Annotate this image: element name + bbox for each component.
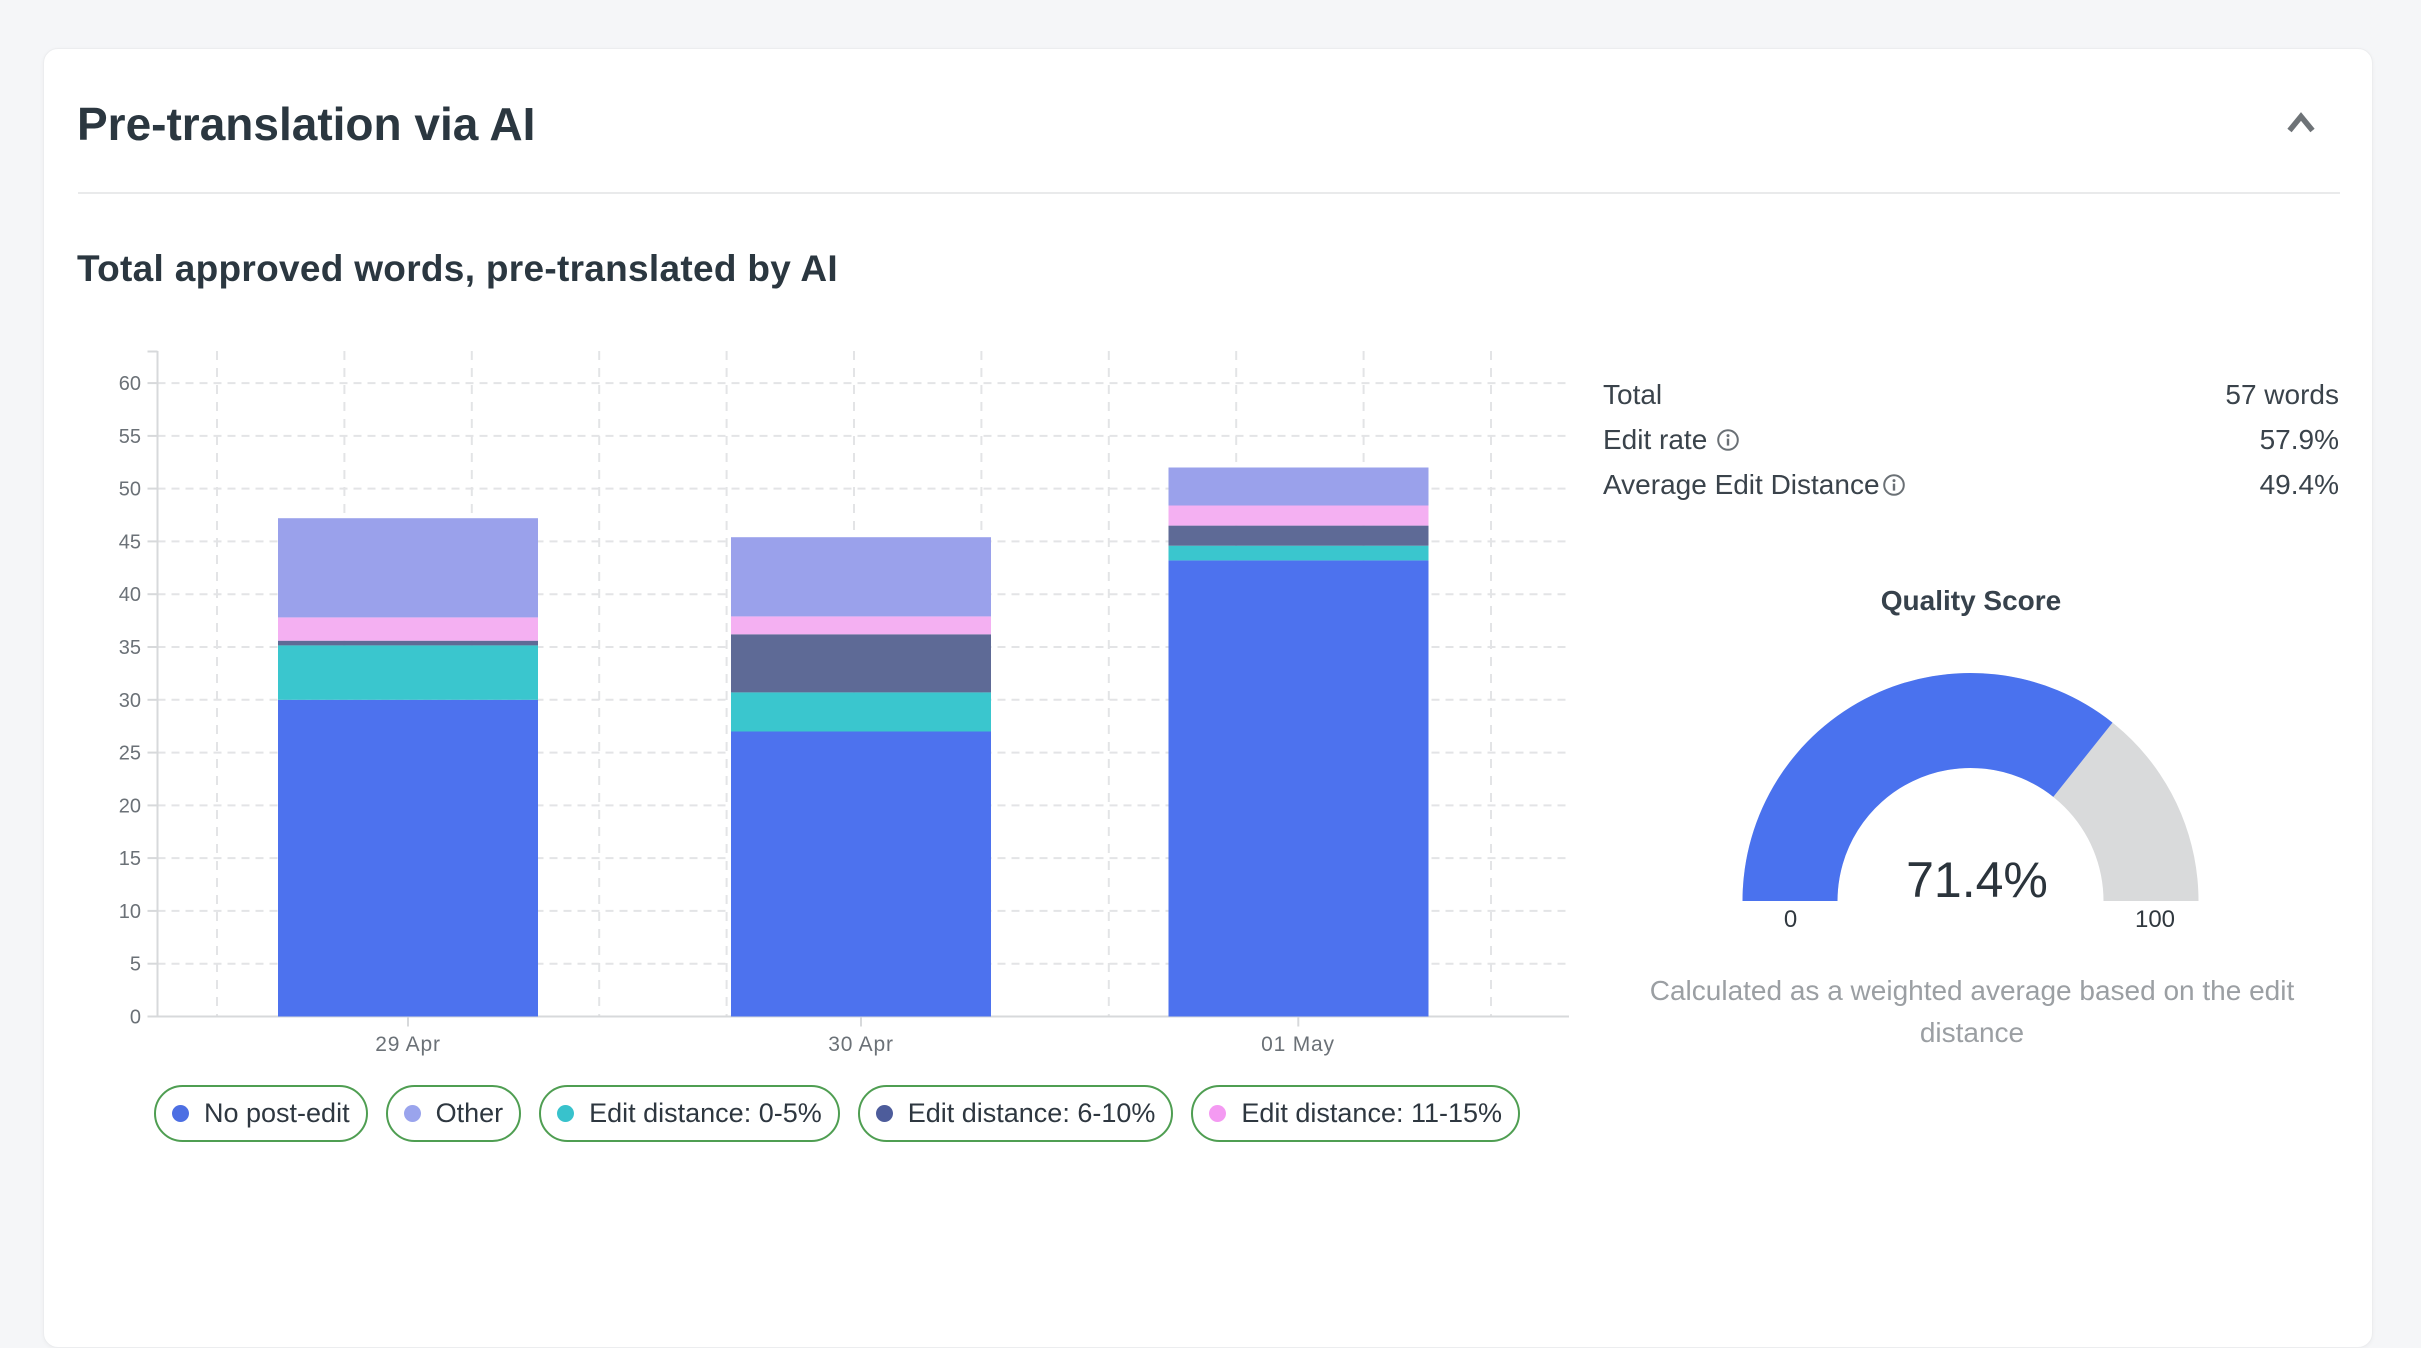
svg-text:25: 25: [119, 743, 141, 765]
svg-text:30 Apr: 30 Apr: [828, 1033, 894, 1056]
svg-text:60: 60: [119, 373, 141, 395]
svg-text:01 May: 01 May: [1261, 1033, 1335, 1056]
svg-text:40: 40: [119, 584, 141, 606]
svg-text:0: 0: [130, 1007, 141, 1029]
svg-text:29 Apr: 29 Apr: [375, 1033, 441, 1056]
svg-text:5: 5: [130, 954, 141, 976]
svg-text:55: 55: [119, 426, 141, 448]
svg-text:45: 45: [119, 531, 141, 553]
svg-text:35: 35: [119, 637, 141, 659]
svg-text:50: 50: [119, 479, 141, 501]
svg-text:Quality Score: Quality Score: [1881, 585, 2062, 616]
svg-text:71.4%: 71.4%: [1906, 852, 2048, 908]
svg-text:0: 0: [1784, 906, 1797, 933]
svg-text:10: 10: [119, 901, 141, 923]
svg-text:100: 100: [2135, 906, 2175, 933]
svg-text:15: 15: [119, 848, 141, 870]
svg-text:30: 30: [119, 690, 141, 712]
svg-text:20: 20: [119, 795, 141, 817]
